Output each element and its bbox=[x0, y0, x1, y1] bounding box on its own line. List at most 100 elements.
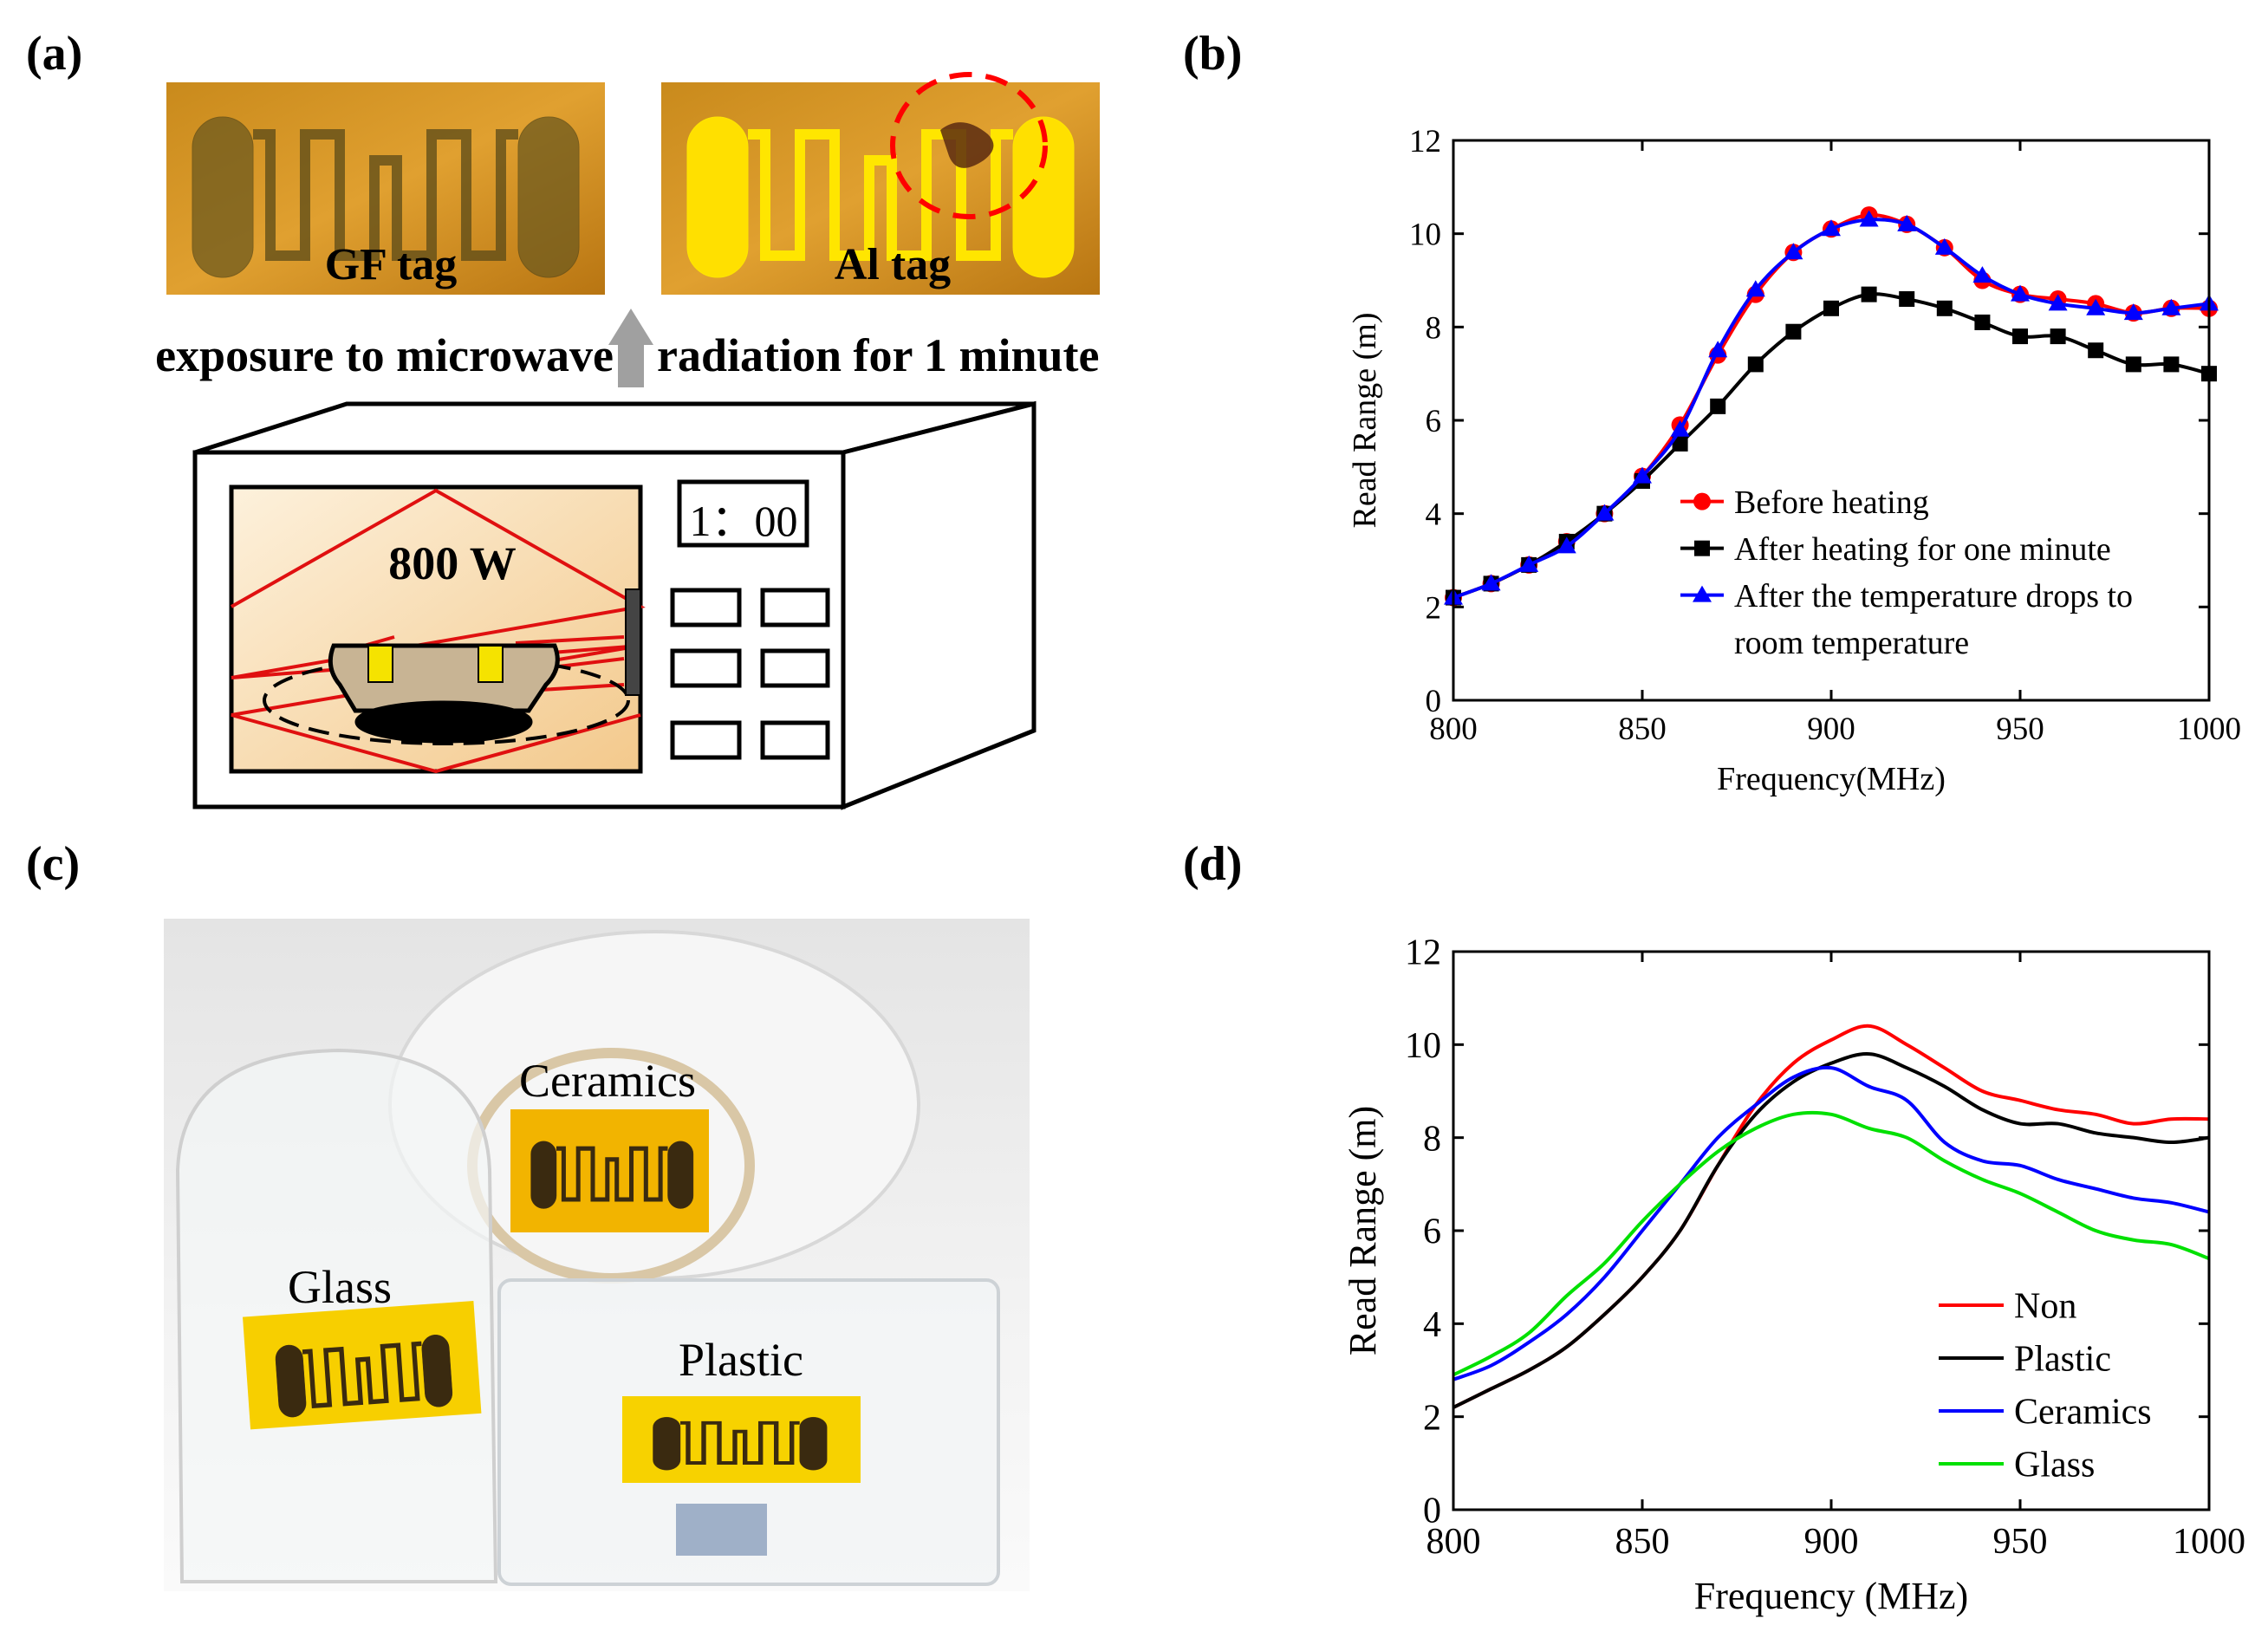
material-label: Ceramics bbox=[519, 1055, 696, 1107]
y-tick-label: 2 bbox=[1426, 590, 1442, 626]
x-tick-label: 850 bbox=[1615, 1522, 1670, 1562]
marker bbox=[1822, 219, 1841, 237]
x-tick-label: 900 bbox=[1807, 712, 1855, 747]
microwave-part bbox=[760, 720, 830, 760]
power-label: 800 W bbox=[388, 537, 517, 589]
marker bbox=[1693, 585, 1712, 602]
marker bbox=[1974, 314, 1991, 330]
marker bbox=[2048, 294, 2068, 311]
marker bbox=[1481, 574, 1501, 591]
marker bbox=[1745, 280, 1765, 297]
y-tick-label: 10 bbox=[1409, 218, 1441, 253]
y-tick-label: 4 bbox=[1423, 1305, 1441, 1345]
x-axis-title: Frequency(MHz) bbox=[1717, 761, 1946, 797]
microwave-part bbox=[670, 588, 742, 627]
marker bbox=[1897, 214, 1917, 231]
y-tick-label: 2 bbox=[1423, 1398, 1441, 1438]
x-tick-label: 1000 bbox=[2173, 1522, 2245, 1562]
ceramic-tag bbox=[510, 1109, 709, 1232]
x-tick-label: 850 bbox=[1618, 712, 1667, 747]
panel-c: Ceramics Glass Plastic bbox=[164, 919, 1030, 1591]
legend-label: Glass bbox=[2014, 1446, 2095, 1485]
material-label: Plastic bbox=[679, 1334, 803, 1386]
legend-label: After heating for one minute bbox=[1734, 531, 2111, 568]
marker bbox=[1899, 291, 1915, 308]
microwave-part bbox=[760, 588, 830, 627]
microwave-part bbox=[670, 648, 742, 688]
microwave bbox=[192, 400, 1037, 810]
x-axis-title: Frequency (MHz) bbox=[1694, 1575, 1968, 1617]
panel-label: (b) bbox=[1183, 27, 1242, 81]
panel-label: (c) bbox=[26, 837, 80, 891]
x-tick-label: 950 bbox=[1993, 1522, 2048, 1562]
marker bbox=[1672, 435, 1688, 452]
tag-label: Al tag bbox=[835, 240, 951, 289]
microwave-part bbox=[354, 700, 533, 744]
y-tick-label: 12 bbox=[1405, 933, 1441, 973]
marker bbox=[1633, 466, 1652, 484]
marker bbox=[1595, 504, 1615, 521]
microwave-part-part bbox=[363, 635, 625, 695]
chart: 800 850 900 950 1000 0 2 4 6 8 10 12 Frequency(MHz) R… bbox=[1347, 124, 2241, 797]
plot-frame bbox=[1452, 139, 2211, 702]
chart: 800 850 900 950 1000 0 2 4 6 8 10 12 Frequency (MHz)… bbox=[1342, 933, 2245, 1617]
microwave-part bbox=[625, 588, 641, 696]
microwave-part bbox=[760, 648, 830, 688]
microwave-part bbox=[478, 645, 504, 683]
y-tick-label: 10 bbox=[1405, 1026, 1441, 1066]
microwave-part bbox=[367, 645, 393, 683]
marker bbox=[1823, 300, 1839, 316]
y-tick-label: 6 bbox=[1423, 1212, 1441, 1252]
y-tick-label: 0 bbox=[1426, 684, 1442, 719]
marker bbox=[1519, 555, 1539, 572]
marker bbox=[2011, 284, 2030, 302]
marker bbox=[1693, 492, 1711, 510]
plastic-tag bbox=[622, 1396, 861, 1483]
marker bbox=[2088, 342, 2104, 359]
al-tag-photo-part bbox=[940, 122, 994, 168]
marker bbox=[1747, 356, 1764, 373]
marker bbox=[2012, 328, 2028, 345]
marker bbox=[1934, 237, 1954, 255]
plot-frame bbox=[1452, 950, 2211, 1511]
x-tick-label: 800 bbox=[1426, 1522, 1481, 1562]
series-line bbox=[1453, 1052, 2209, 1409]
material-label: Glass bbox=[288, 1261, 392, 1313]
tag-label: GF tag bbox=[325, 240, 458, 289]
series-line bbox=[1453, 1110, 2209, 1377]
gf-tag-photo: GF tag bbox=[166, 82, 605, 295]
series-line bbox=[1453, 1065, 2209, 1381]
marker bbox=[2086, 298, 2106, 315]
x-tick-label: 800 bbox=[1429, 712, 1478, 747]
marker bbox=[1694, 540, 1710, 556]
panel-labels: (a) (b) (c) (d) bbox=[26, 27, 1242, 891]
y-tick-label: 8 bbox=[1426, 310, 1442, 346]
panel-label: (d) bbox=[1183, 837, 1242, 891]
glass-tag bbox=[243, 1301, 482, 1430]
y-tick-label: 6 bbox=[1426, 404, 1442, 439]
marker bbox=[1670, 419, 1690, 437]
marker bbox=[1936, 300, 1953, 316]
marker bbox=[2123, 303, 2143, 321]
marker bbox=[2125, 356, 2141, 373]
legend-label: After the temperature drops to room tempe… bbox=[1734, 578, 2133, 661]
y-tick-label: 8 bbox=[1423, 1119, 1441, 1159]
caption: exposure to microwave bbox=[155, 329, 614, 381]
legend-label: Plastic bbox=[2014, 1340, 2111, 1380]
marker bbox=[2161, 298, 2181, 315]
marker bbox=[1710, 398, 1726, 414]
y-axis-title: Read Range (m) bbox=[1347, 312, 1383, 528]
y-tick-label: 12 bbox=[1409, 124, 1441, 159]
legend-label: Ceramics bbox=[2014, 1393, 2152, 1433]
caption: radiation for 1 minute bbox=[657, 329, 1100, 381]
marker bbox=[1972, 266, 1992, 283]
microwave-part bbox=[677, 479, 809, 548]
x-tick-label: 950 bbox=[1996, 712, 2044, 747]
box-clip bbox=[676, 1504, 767, 1556]
y-tick-label: 4 bbox=[1426, 497, 1442, 533]
legend-label: Before heating bbox=[1734, 484, 1929, 521]
marker bbox=[1785, 323, 1802, 340]
al-tag-photo-part bbox=[890, 72, 1048, 219]
